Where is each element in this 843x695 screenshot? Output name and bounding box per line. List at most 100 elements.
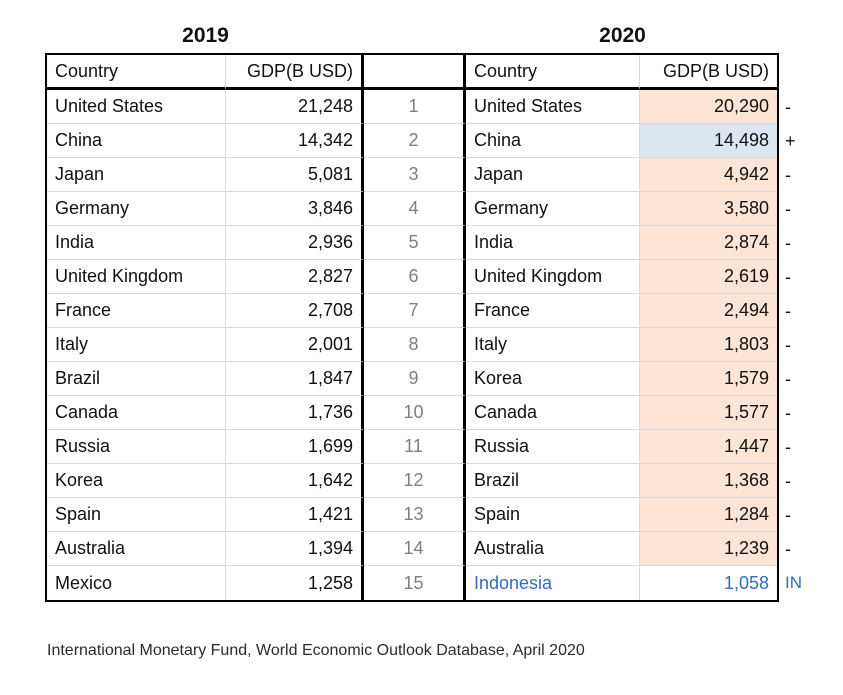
gdp-cell-2019: 1,699 xyxy=(225,430,364,464)
change-marker: - xyxy=(785,436,791,457)
rank-cell: 10 xyxy=(364,396,466,430)
country-cell-2020: China xyxy=(466,124,639,158)
change-marker: IN xyxy=(785,573,802,592)
gdp-cell-2020: 2,494 xyxy=(639,294,777,328)
country-cell-2019: India xyxy=(47,226,225,260)
country-cell-2019: Germany xyxy=(47,192,225,226)
rank-cell: 1 xyxy=(364,90,466,124)
header-gdp-2019: GDP(B USD) xyxy=(225,55,364,90)
gdp-cell-2020: 2,619 xyxy=(639,260,777,294)
country-cell-2020: Indonesia xyxy=(466,566,639,600)
header-rank-empty xyxy=(364,55,466,90)
gdp-comparison-table: Country GDP(B USD) Country GDP(B USD) Un… xyxy=(45,53,779,602)
change-markers-column: - + - - - - - - - - - - - - IN xyxy=(782,90,802,600)
change-marker: - xyxy=(785,198,791,219)
header-country-2020: Country xyxy=(466,55,639,90)
change-marker: - xyxy=(785,96,791,117)
header-country-2019: Country xyxy=(47,55,225,90)
country-cell-2019: Brazil xyxy=(47,362,225,396)
country-cell-2019: United States xyxy=(47,90,225,124)
country-cell-2019: Canada xyxy=(47,396,225,430)
country-cell-2020: Spain xyxy=(466,498,639,532)
gdp-cell-2019: 5,081 xyxy=(225,158,364,192)
change-marker: - xyxy=(785,470,791,491)
rank-cell: 14 xyxy=(364,532,466,566)
country-cell-2019: Korea xyxy=(47,464,225,498)
country-cell-2020: Canada xyxy=(466,396,639,430)
country-cell-2020: United Kingdom xyxy=(466,260,639,294)
rank-cell: 7 xyxy=(364,294,466,328)
change-marker: - xyxy=(785,538,791,559)
gdp-cell-2019: 1,642 xyxy=(225,464,364,498)
source-citation: International Monetary Fund, World Econo… xyxy=(47,642,585,659)
gdp-cell-2019: 1,847 xyxy=(225,362,364,396)
country-cell-2019: Italy xyxy=(47,328,225,362)
gdp-cell-2019: 3,846 xyxy=(225,192,364,226)
rank-cell: 8 xyxy=(364,328,466,362)
country-cell-2019: Mexico xyxy=(47,566,225,600)
change-marker: - xyxy=(785,164,791,185)
change-marker: - xyxy=(785,334,791,355)
comparison-grid: Country GDP(B USD) Country GDP(B USD) Un… xyxy=(47,55,777,600)
country-cell-2020: Germany xyxy=(466,192,639,226)
gdp-cell-2020: 1,579 xyxy=(639,362,777,396)
gdp-cell-2019: 1,258 xyxy=(225,566,364,600)
country-cell-2020: Brazil xyxy=(466,464,639,498)
change-marker: - xyxy=(785,300,791,321)
gdp-cell-2020: 3,580 xyxy=(639,192,777,226)
rank-cell: 12 xyxy=(364,464,466,498)
gdp-cell-2019: 1,394 xyxy=(225,532,364,566)
rank-cell: 5 xyxy=(364,226,466,260)
year-title-2020: 2020 xyxy=(599,24,646,47)
gdp-cell-2020: 1,239 xyxy=(639,532,777,566)
gdp-cell-2020: 1,803 xyxy=(639,328,777,362)
gdp-cell-2020: 1,368 xyxy=(639,464,777,498)
gdp-cell-2019: 2,827 xyxy=(225,260,364,294)
country-cell-2020: Russia xyxy=(466,430,639,464)
change-marker: - xyxy=(785,232,791,253)
gdp-cell-2020: 1,447 xyxy=(639,430,777,464)
gdp-cell-2020: 14,498 xyxy=(639,124,777,158)
country-cell-2019: Russia xyxy=(47,430,225,464)
gdp-cell-2020: 1,577 xyxy=(639,396,777,430)
year-title-2019: 2019 xyxy=(182,24,229,47)
rank-cell: 3 xyxy=(364,158,466,192)
gdp-cell-2020: 1,284 xyxy=(639,498,777,532)
change-marker: - xyxy=(785,266,791,287)
rank-cell: 6 xyxy=(364,260,466,294)
country-cell-2020: India xyxy=(466,226,639,260)
rank-cell: 11 xyxy=(364,430,466,464)
country-cell-2019: France xyxy=(47,294,225,328)
gdp-cell-2020: 20,290 xyxy=(639,90,777,124)
gdp-cell-2019: 14,342 xyxy=(225,124,364,158)
change-marker: - xyxy=(785,504,791,525)
rank-cell: 9 xyxy=(364,362,466,396)
rank-cell: 2 xyxy=(364,124,466,158)
gdp-cell-2020: 4,942 xyxy=(639,158,777,192)
country-cell-2020: Japan xyxy=(466,158,639,192)
country-cell-2020: Australia xyxy=(466,532,639,566)
gdp-cell-2019: 21,248 xyxy=(225,90,364,124)
country-cell-2019: United Kingdom xyxy=(47,260,225,294)
gdp-cell-2019: 1,736 xyxy=(225,396,364,430)
gdp-cell-2019: 2,001 xyxy=(225,328,364,362)
gdp-cell-2019: 2,936 xyxy=(225,226,364,260)
rank-cell: 13 xyxy=(364,498,466,532)
gdp-cell-2019: 2,708 xyxy=(225,294,364,328)
change-marker: - xyxy=(785,368,791,389)
country-cell-2020: France xyxy=(466,294,639,328)
country-cell-2020: Italy xyxy=(466,328,639,362)
gdp-cell-2020: 2,874 xyxy=(639,226,777,260)
header-gdp-2020: GDP(B USD) xyxy=(639,55,777,90)
rank-cell: 4 xyxy=(364,192,466,226)
country-cell-2020: Korea xyxy=(466,362,639,396)
country-cell-2019: Australia xyxy=(47,532,225,566)
rank-cell: 15 xyxy=(364,566,466,600)
country-cell-2019: China xyxy=(47,124,225,158)
gdp-cell-2019: 1,421 xyxy=(225,498,364,532)
change-marker: + xyxy=(785,130,796,151)
country-cell-2019: Japan xyxy=(47,158,225,192)
change-marker: - xyxy=(785,402,791,423)
gdp-cell-2020: 1,058 xyxy=(639,566,777,600)
